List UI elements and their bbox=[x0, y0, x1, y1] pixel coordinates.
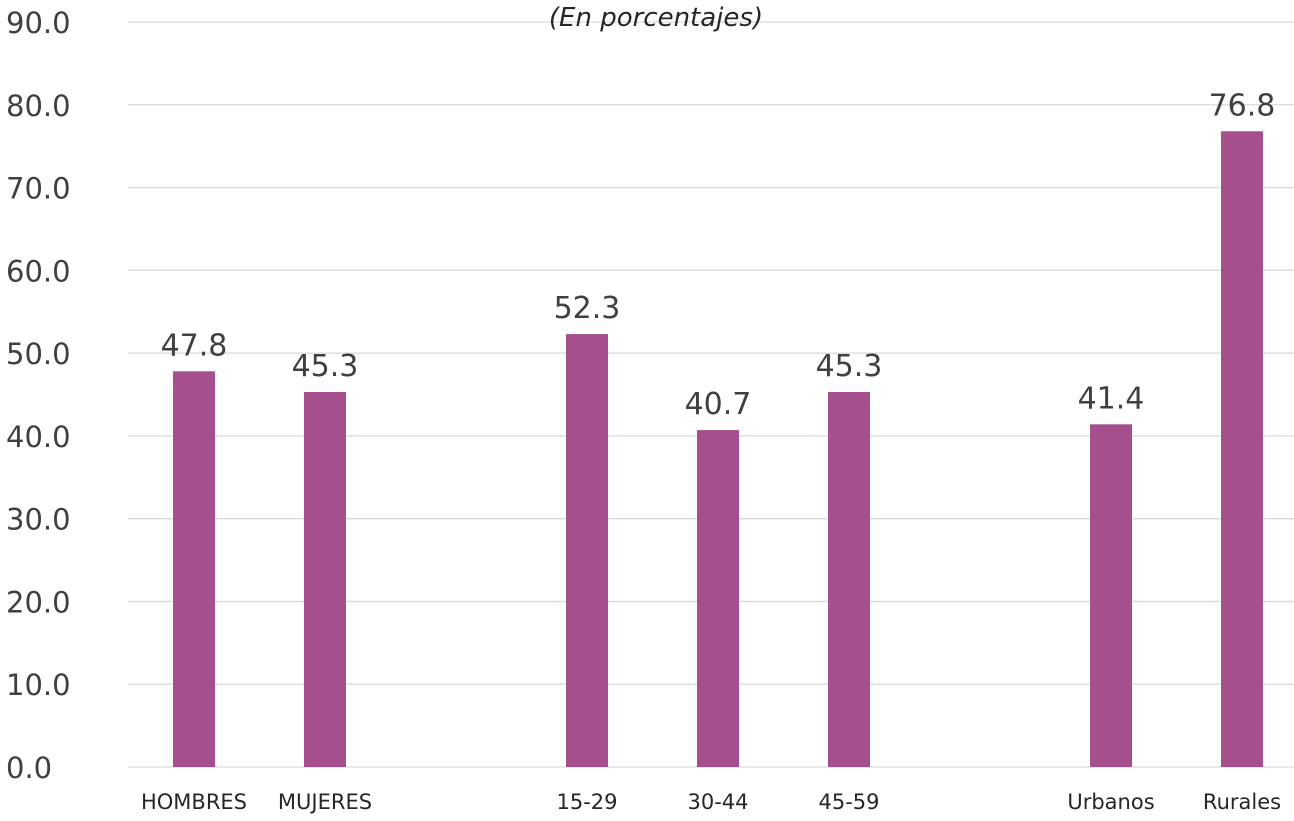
y-tick-label: 20.0 bbox=[6, 585, 71, 619]
data-label: 45.3 bbox=[816, 349, 883, 384]
x-tick-label: Urbanos bbox=[1067, 790, 1154, 814]
data-labels: 47.8 45.3 52.3 40.7 45.3 41.4 76.8 bbox=[161, 88, 1276, 422]
bar bbox=[1221, 131, 1263, 767]
data-label: 45.3 bbox=[292, 349, 359, 384]
x-tick-label: 30-44 bbox=[687, 790, 748, 814]
y-tick-label: 30.0 bbox=[6, 503, 71, 537]
y-tick-label: 40.0 bbox=[6, 420, 71, 454]
bars bbox=[173, 131, 1263, 767]
y-tick-label: 80.0 bbox=[6, 89, 71, 123]
y-tick-label: 0.0 bbox=[6, 751, 52, 785]
data-label: 76.8 bbox=[1209, 88, 1276, 123]
x-tick-label: 45-59 bbox=[818, 790, 879, 814]
x-tick-label: Rurales bbox=[1203, 790, 1281, 814]
data-label: 47.8 bbox=[161, 328, 228, 363]
y-axis-ticks: 0.0 10.0 20.0 30.0 40.0 50.0 60.0 70.0 80.0 90.0 bbox=[6, 6, 71, 785]
x-tick-label: HOMBRES bbox=[141, 790, 247, 814]
bar bbox=[1090, 424, 1132, 767]
chart-subtitle: (En porcentajes) bbox=[549, 3, 763, 33]
y-tick-label: 60.0 bbox=[6, 254, 71, 288]
bar bbox=[173, 371, 215, 767]
bar bbox=[697, 430, 739, 767]
bar bbox=[566, 334, 608, 767]
x-tick-label: MUJERES bbox=[278, 790, 372, 814]
data-label: 40.7 bbox=[685, 387, 752, 422]
data-label: 52.3 bbox=[554, 291, 621, 326]
y-tick-label: 70.0 bbox=[6, 172, 71, 206]
y-tick-label: 90.0 bbox=[6, 6, 71, 40]
data-label: 41.4 bbox=[1078, 381, 1145, 416]
x-tick-label: 15-29 bbox=[556, 790, 617, 814]
x-axis-ticks: HOMBRES MUJERES 15-29 30-44 45-59 Urbanos Rura… bbox=[141, 790, 1281, 814]
y-tick-label: 50.0 bbox=[6, 337, 71, 371]
y-tick-label: 10.0 bbox=[6, 668, 71, 702]
bar bbox=[828, 392, 870, 767]
bar bbox=[304, 392, 346, 767]
